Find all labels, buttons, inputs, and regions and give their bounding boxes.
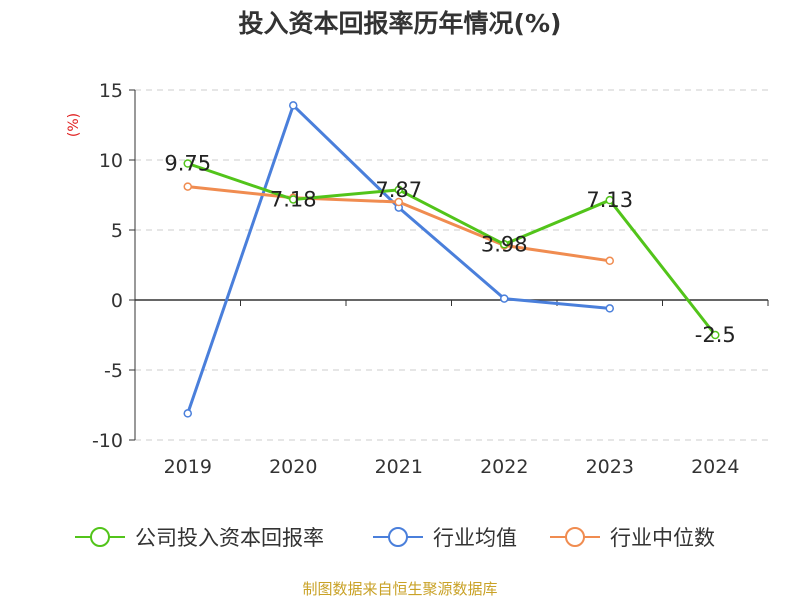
data-point [605,195,614,205]
legend-label: 行业中位数 [610,526,715,550]
y-tick-label: -5 [104,360,123,382]
data-point [289,101,298,110]
data-label: 9.75 [164,152,211,176]
y-tick-label: -10 [92,430,123,452]
data-label: 7.18 [270,187,317,211]
y-tick-label: 15 [99,80,123,102]
axes: 15 10 5 0 -5 -10 2019 2020 2021 2022 2023 2024 [92,80,769,478]
x-tick-label: 2023 [586,456,634,478]
data-labels: 9.75 7.18 7.87 3.98 7.13 -2.5 [164,152,735,348]
data-point [605,304,614,313]
data-label: 7.87 [375,178,422,202]
chart-title: 投入资本回报率历年情况(%) [239,9,562,38]
data-point [183,159,192,168]
data-point [605,256,614,266]
x-tick-label: 2020 [269,456,317,478]
footer-source: 制图数据来自恒生聚源数据库 [302,580,497,598]
x-tick-label: 2019 [164,456,212,478]
series-lines [183,101,720,418]
series-line [187,162,717,336]
legend-marker [90,527,110,547]
y-axis-unit: (%) [66,113,82,137]
data-label: -2.5 [695,323,736,347]
data-point [500,294,509,303]
data-label: 3.98 [481,232,528,256]
y-tick-label: 10 [99,150,123,172]
data-point [289,195,298,204]
legend-marker [388,527,408,547]
x-tick-label: 2022 [480,456,528,478]
data-label: 7.13 [586,188,633,212]
legend: 公司投入资本回报率 行业均值 行业中位数 [75,526,715,550]
y-tick-label: 5 [111,220,123,242]
y-tick-label: 0 [111,290,123,312]
legend-marker [565,527,585,547]
data-point [394,197,403,207]
x-tick-label: 2021 [375,456,423,478]
data-point [394,185,403,195]
data-point [711,330,720,340]
legend-label: 行业均值 [433,526,517,550]
legend-label: 公司投入资本回报率 [135,526,324,550]
grid [135,89,768,441]
data-point [183,182,192,191]
data-point [500,240,509,249]
series-line [186,103,610,414]
data-point [183,409,192,418]
x-tick-label: 2024 [691,456,739,478]
